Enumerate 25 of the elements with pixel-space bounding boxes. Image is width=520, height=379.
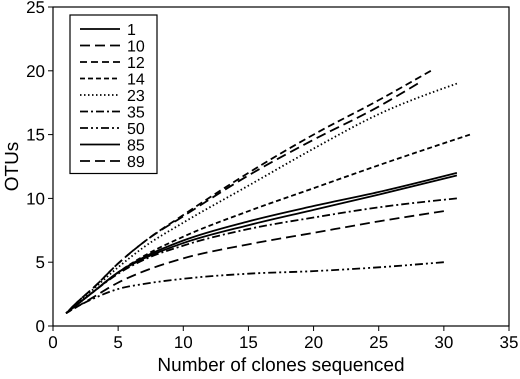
y-tick-label: 0: [36, 317, 45, 336]
legend-label: 89: [127, 154, 145, 171]
x-tick-label: 5: [113, 333, 123, 352]
x-tick-label: 10: [174, 333, 193, 352]
legend-label: 85: [127, 138, 145, 154]
legend-label: 35: [127, 104, 145, 122]
legend-label: 50: [127, 121, 145, 138]
legend-label: 10: [127, 38, 145, 56]
x-tick-label: 25: [369, 333, 388, 352]
y-tick-label: 15: [26, 126, 45, 145]
x-tick-label: 15: [238, 333, 258, 352]
x-tick-label: 30: [434, 333, 454, 352]
y-axis-title: OTUs: [2, 142, 23, 192]
legend-label: 23: [127, 88, 145, 105]
legend-label: 1: [127, 22, 136, 39]
x-tick-label: 20: [304, 333, 324, 352]
legend-label: 12: [127, 55, 145, 72]
y-tick-label: 25: [26, 0, 45, 17]
x-tick-label: 0: [48, 333, 58, 352]
x-axis-title: Number of clones sequenced: [157, 355, 405, 376]
y-tick-label: 10: [26, 189, 45, 208]
y-tick-label: 5: [36, 253, 45, 272]
y-tick-label: 20: [26, 62, 45, 81]
legend-label: 14: [127, 72, 145, 88]
x-tick-label: 35: [500, 333, 518, 352]
